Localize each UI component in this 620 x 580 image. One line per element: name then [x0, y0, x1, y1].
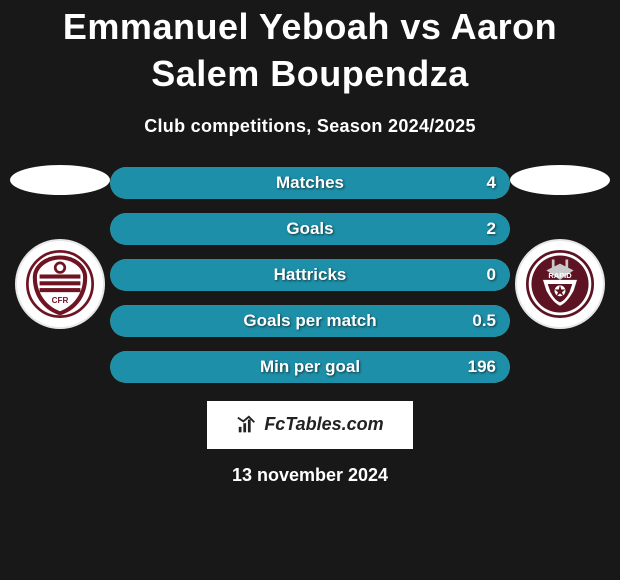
footer-badge: FcTables.com [207, 401, 413, 449]
stat-bar: Matches 4 [110, 167, 510, 199]
bar-label: Min per goal [260, 357, 360, 377]
bar-value: 196 [468, 357, 496, 377]
left-column: CFR [0, 167, 120, 329]
bar-label: Goals [286, 219, 333, 239]
stat-bar: Min per goal 196 [110, 351, 510, 383]
left-team-crest: CFR [15, 239, 105, 329]
right-oval [510, 165, 610, 195]
bar-value: 0.5 [472, 311, 496, 331]
stat-bars: Matches 4 Goals 2 Hattricks 0 Goals per match 0… [110, 167, 510, 383]
subtitle: Club competitions, Season 2024/2025 [0, 116, 620, 137]
footer-brand: FcTables.com [264, 414, 383, 435]
bar-value: 4 [487, 173, 496, 193]
date-text: 13 november 2024 [0, 465, 620, 486]
bar-label: Matches [276, 173, 344, 193]
stat-bar: Hattricks 0 [110, 259, 510, 291]
bar-value: 0 [487, 265, 496, 285]
chart-icon [236, 414, 258, 436]
left-oval [10, 165, 110, 195]
rapid-crest-icon: RAPID [526, 250, 594, 318]
bar-label: Goals per match [243, 311, 376, 331]
stat-bar: Goals 2 [110, 213, 510, 245]
right-team-crest: RAPID [515, 239, 605, 329]
page-title: Emmanuel Yeboah vs Aaron Salem Boupendza [0, 0, 620, 98]
cfr-crest-icon: CFR [26, 250, 94, 318]
stat-bar: Goals per match 0.5 [110, 305, 510, 337]
svg-text:CFR: CFR [52, 296, 69, 305]
bar-value: 2 [487, 219, 496, 239]
svg-text:RAPID: RAPID [548, 270, 572, 279]
comparison-row: CFR Matches 4 Goals 2 Hattricks 0 Goals per ma… [0, 167, 620, 387]
bar-label: Hattricks [274, 265, 347, 285]
right-column: RAPID [500, 167, 620, 329]
